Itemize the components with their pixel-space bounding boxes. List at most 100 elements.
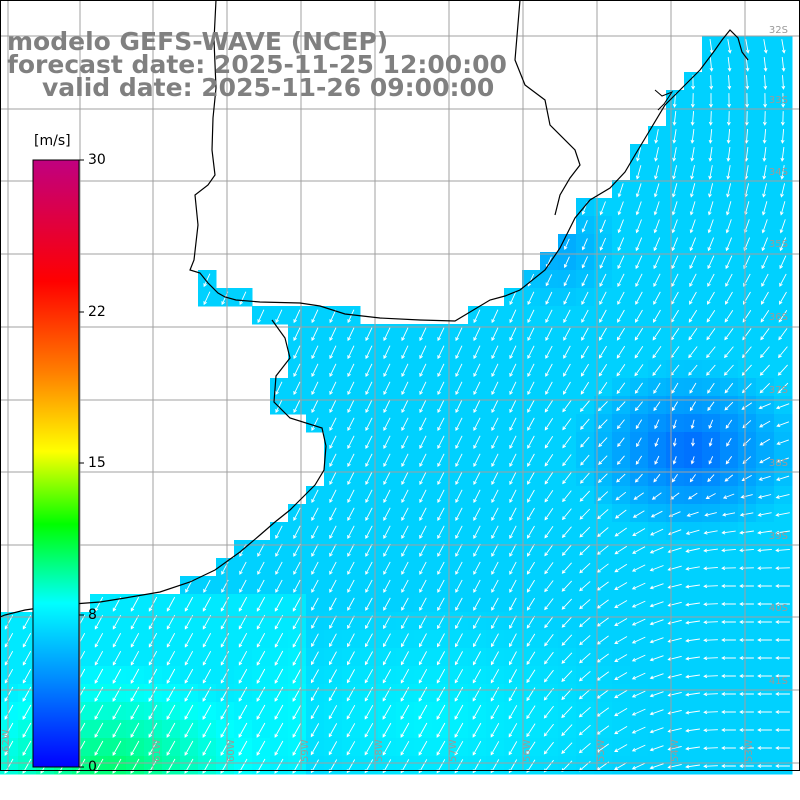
wind-arrow — [418, 740, 428, 756]
wind-arrow — [130, 650, 140, 666]
wind-arrow — [274, 650, 284, 666]
wind-arrow — [688, 309, 698, 323]
wind-arrow — [634, 345, 644, 359]
coastline-uruguay — [189, 0, 749, 322]
wind-arrow — [690, 93, 695, 108]
wind-arrow — [617, 237, 625, 252]
wind-arrow — [779, 201, 786, 216]
wind-arrow — [727, 57, 732, 72]
wind-arrow — [544, 651, 554, 665]
wind-arrow — [724, 346, 734, 359]
wind-cell — [756, 720, 775, 739]
wind-arrow — [401, 507, 409, 522]
wind-arrow — [690, 129, 695, 144]
wind-arrow — [347, 417, 355, 432]
wind-arrow — [22, 722, 32, 738]
wind-arrow — [561, 706, 573, 719]
wind-arrow — [721, 584, 736, 588]
wind-cell — [774, 432, 793, 451]
wind-arrow — [454, 740, 464, 756]
wind-arrow — [703, 656, 718, 661]
wind-arrow — [419, 489, 427, 504]
wind-arrow — [455, 417, 463, 432]
wind-cell — [666, 522, 685, 541]
wind-arrow — [437, 633, 445, 648]
wind-arrow — [634, 382, 643, 394]
wind-cell — [630, 756, 649, 775]
wind-arrow — [509, 435, 517, 450]
wind-arrow — [757, 530, 772, 535]
wind-arrow — [346, 723, 356, 738]
wind-arrow — [418, 722, 428, 738]
wind-arrow — [685, 746, 700, 751]
wind-arrow — [762, 183, 768, 198]
wind-cell — [630, 666, 649, 685]
wind-arrow — [761, 219, 768, 234]
wind-arrow — [562, 436, 572, 449]
wind-arrow — [329, 651, 337, 666]
wind-arrow — [690, 438, 695, 447]
wind-arrow — [491, 363, 499, 378]
wind-arrow — [419, 507, 427, 522]
wind-arrow — [419, 399, 427, 414]
wind-arrow — [472, 704, 482, 720]
wind-arrow — [527, 381, 535, 396]
wind-arrow — [596, 545, 609, 555]
wind-arrow — [544, 580, 554, 593]
wind-arrow — [631, 564, 646, 572]
wind-arrow — [579, 581, 591, 592]
wind-cell — [684, 594, 703, 613]
wind-arrow — [328, 741, 338, 756]
wind-cell — [684, 630, 703, 649]
wind-arrow — [614, 582, 628, 590]
wind-arrow — [364, 741, 374, 756]
wind-arrow — [491, 507, 499, 522]
wind-arrow — [614, 600, 628, 608]
wind-arrow — [775, 620, 790, 624]
wind-arrow — [631, 636, 646, 644]
wind-arrow — [401, 561, 409, 575]
wind-cell — [738, 594, 757, 613]
wind-arrow — [544, 544, 554, 557]
wind-arrow — [347, 363, 355, 378]
wind-arrow — [256, 650, 266, 666]
wind-arrow — [781, 93, 785, 108]
wind-arrow — [707, 237, 715, 252]
wind-arrow — [274, 686, 284, 702]
wind-arrow — [709, 75, 714, 90]
wind-arrow — [631, 600, 646, 608]
wind-cell — [612, 540, 631, 559]
wind-arrow — [707, 291, 715, 305]
wind-arrow — [473, 471, 481, 486]
wind-arrow — [690, 456, 695, 465]
wind-arrow — [544, 616, 554, 629]
wind-cell — [774, 504, 793, 523]
wind-cell — [684, 558, 703, 577]
wind-cell — [648, 558, 667, 577]
wind-arrow — [310, 669, 319, 684]
wind-arrow — [761, 273, 769, 287]
wind-arrow — [760, 346, 770, 359]
colorbar-tick-label: 22 — [88, 304, 106, 320]
wind-arrow — [757, 512, 772, 517]
colorbar-tick-label: 15 — [88, 455, 106, 471]
wind-arrow — [365, 417, 373, 432]
lat-label: 32S — [768, 25, 788, 36]
wind-arrow — [347, 633, 355, 648]
wind-cell — [702, 720, 721, 739]
wind-cell — [738, 738, 757, 757]
wind-arrow — [706, 309, 716, 323]
wind-arrow — [491, 399, 499, 414]
wind-arrow — [401, 381, 409, 396]
wind-arrow — [616, 455, 625, 465]
wind-arrow — [761, 237, 769, 252]
wind-cell — [774, 522, 793, 541]
wind-arrow — [509, 399, 517, 414]
wind-arrow — [455, 363, 463, 378]
wind-arrow — [685, 548, 700, 553]
wind-arrow — [690, 111, 695, 126]
wind-arrow — [472, 651, 481, 666]
wind-arrow — [703, 746, 718, 751]
wind-arrow — [437, 525, 445, 540]
wind-arrow — [654, 165, 660, 180]
